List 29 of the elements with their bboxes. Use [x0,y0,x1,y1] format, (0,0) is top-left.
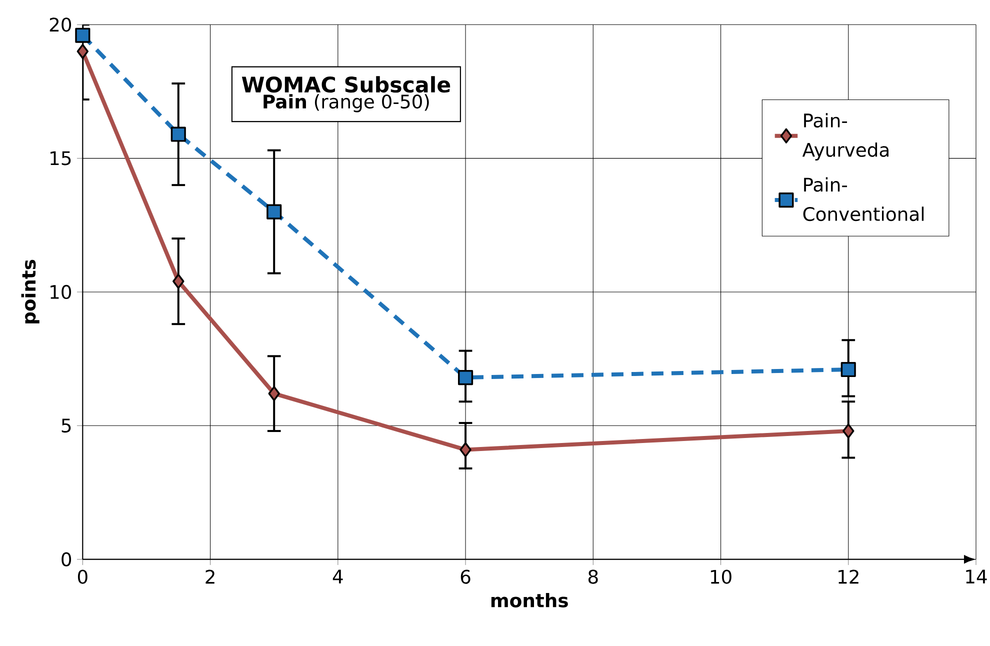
point [268,386,280,402]
y-tick-label: 20 [50,18,72,32]
point [842,423,854,439]
point [172,274,184,289]
y-tick-label: 0 [62,552,72,566]
legend-label: Pain-Ayurveda [802,113,888,161]
point [170,126,186,142]
point [458,370,474,386]
legend-label: Pain-Conventional [803,177,924,222]
y-tick-label: 15 [50,151,71,166]
x-tick-label: 4 [332,570,343,584]
y-tick-label: 5 [62,418,71,433]
x-tick-label: 0 [78,570,88,584]
point [460,442,472,458]
x-tick-label: 12 [838,570,858,584]
x-tick-label: 10 [710,570,732,584]
point [266,204,282,220]
point [840,362,856,378]
x-tick-label: 6 [460,570,470,584]
text: Pain (range 0-50) [264,94,429,112]
x-tick-label: 2 [206,570,214,584]
text: WOMAC Subscale [242,76,450,93]
point [76,44,89,59]
x-tick-label: 14 [966,570,987,584]
point [75,28,90,43]
y-tick-label: 10 [50,284,72,300]
x-tick-label: 8 [588,570,598,584]
y-axis-title: points [21,260,40,324]
x-axis-title: months [491,593,568,608]
